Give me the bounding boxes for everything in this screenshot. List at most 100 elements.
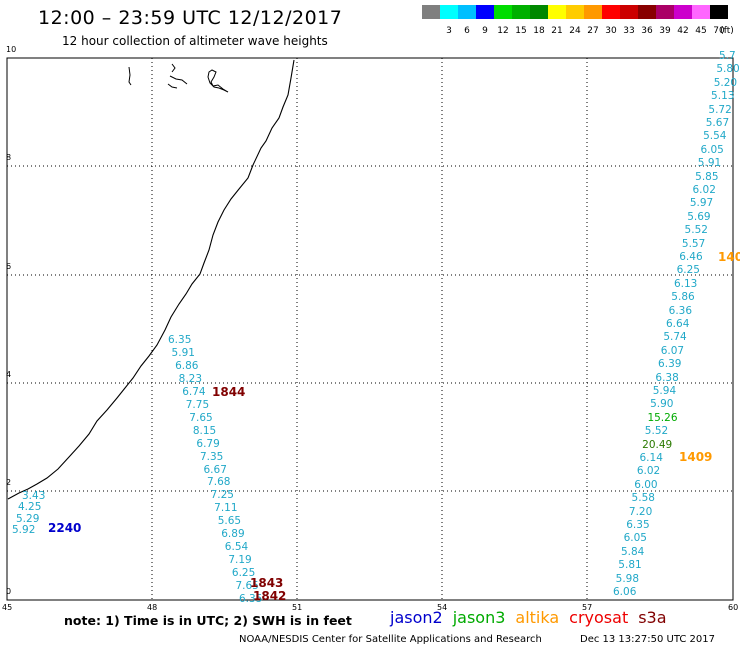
legend-swatch [494,5,512,19]
legend-label: 70 [713,26,725,36]
wave-height-value: 5.74 [663,331,687,344]
island-outline [207,69,229,93]
track-time-label: 1843 [250,576,284,590]
wave-height-value: 5.85 [695,170,719,183]
track-time-label: 1844 [212,385,246,399]
legend-label: 39 [659,26,671,36]
wave-height-value: 6.05 [700,143,724,156]
wave-height-value: 5.84 [620,545,645,558]
wave-height-value: 6.25 [676,264,700,277]
legend-swatch [566,5,584,19]
wave-height-value: 6.14 [639,452,663,464]
wave-height-value: 7.75 [185,398,210,411]
island-outline [167,63,188,89]
legend-label: 24 [569,26,581,36]
wave-height-value: 5.94 [652,385,677,397]
satellite-legend: jason2 jason3 altika cryosat s3a [390,608,677,627]
satellite-name: cryosat [569,608,629,627]
track-time-label: 1842 [253,589,287,603]
wave-height-value: 6.86 [175,359,199,372]
legend-swatch [710,5,728,19]
legend-label: 42 [677,26,689,36]
x-tick-label: 51 [292,603,303,612]
coastline [7,59,295,500]
wave-height-value: 5.69 [687,210,711,223]
wave-height-value: 6.25 [231,567,256,580]
wave-height-value: 6.07 [660,344,685,357]
wave-height-value: 5.54 [703,130,727,143]
legend-label: 12 [497,26,509,36]
wave-height-value: 6.38 [655,371,679,384]
map-border [6,57,734,601]
x-tick-label: 48 [147,603,158,612]
satellite-name: jason2 [390,608,443,627]
wave-height-value: 5.90 [650,398,674,411]
satellite-name: s3a [638,608,667,627]
wave-height-legend: 3 6 9 12 15 18 21 24 27 30 33 36 39 42 45 70 (ft) [422,5,734,45]
wave-height-value: 6.06 [613,586,637,598]
x-tick-label: 57 [582,603,593,612]
page-title: 12:00 – 23:59 UTC 12/12/2017 [38,7,343,29]
legend-swatch [476,5,494,19]
wave-height-value: 7.65 [189,411,213,424]
y-tick-label: 2 [6,478,12,487]
legend-label: 6 [464,26,470,36]
wave-height-value: 5.13 [711,90,735,103]
wave-height-value: 8.23 [178,372,203,385]
wave-height-value: 6.79 [196,437,220,450]
wave-height-value: 7.35 [199,450,224,463]
y-tick-label: 0 [6,587,12,596]
legend-label: 27 [587,26,599,36]
wave-height-value: 7.25 [210,489,234,502]
wave-height-value: 20.49 [642,438,673,451]
wave-height-value: 5.86 [671,291,695,304]
wave-height-value: 6.39 [658,358,682,371]
wave-height-value: 5.72 [708,103,732,116]
legend-swatch [458,5,476,19]
units-note: note: 1) Time is in UTC; 2) SWH is in fe… [64,613,352,628]
wave-height-value: 5.97 [689,197,714,210]
page-subtitle: 12 hour collection of altimeter wave hei… [62,34,328,48]
legend-swatch [548,5,566,19]
legend-swatch [692,5,710,19]
wave-height-value: 6.54 [224,541,249,554]
track-time-label: 140 [718,250,740,264]
legend-unit: (ft) [720,26,734,36]
wave-height-value: 6.64 [666,318,690,330]
wave-height-value: 6.02 [636,465,661,478]
wave-height-value: 5.81 [618,559,642,572]
legend-swatch [422,5,440,19]
wave-height-value: 8.15 [192,424,217,437]
legend-label: 9 [482,26,488,36]
legend-swatch [512,5,530,19]
x-tick-label: 54 [437,603,448,612]
wave-height-value: 6.05 [623,532,647,545]
legend-swatch [620,5,638,19]
y-tick-label: 4 [6,370,12,379]
x-tick-label: 45 [2,603,13,612]
wave-height-value: 6.35 [168,334,192,346]
legend-label: 36 [641,26,653,36]
wave-height-value: 15.26 [647,411,678,424]
wave-height-value: 5.57 [681,237,706,250]
wave-height-value: 6.74 [182,385,206,398]
wave-height-value: 6.36 [668,304,693,317]
wave-height-value: 5.98 [615,572,640,585]
legend-label: 15 [515,26,527,36]
satellite-name: jason3 [452,608,506,627]
legend-swatch [530,5,548,19]
track-time-label: 1409 [679,450,713,464]
credit-text: NOAA/NESDIS Center for Satellite Applica… [239,634,542,645]
wave-height-value: 6.35 [239,593,263,605]
y-tick-label: 6 [6,262,12,271]
wave-height-value: 6.02 [692,184,716,196]
island-outline [128,66,132,86]
wave-height-value: 6.35 [626,519,650,531]
wave-height-value: 6.89 [221,528,245,541]
legend-label: 45 [695,26,707,36]
wave-height-value: 5.20 [713,76,738,89]
wave-height-value: 5.52 [684,224,708,237]
wave-height-value: 3.43 [22,490,46,502]
wave-height-value: 5.52 [644,425,669,438]
